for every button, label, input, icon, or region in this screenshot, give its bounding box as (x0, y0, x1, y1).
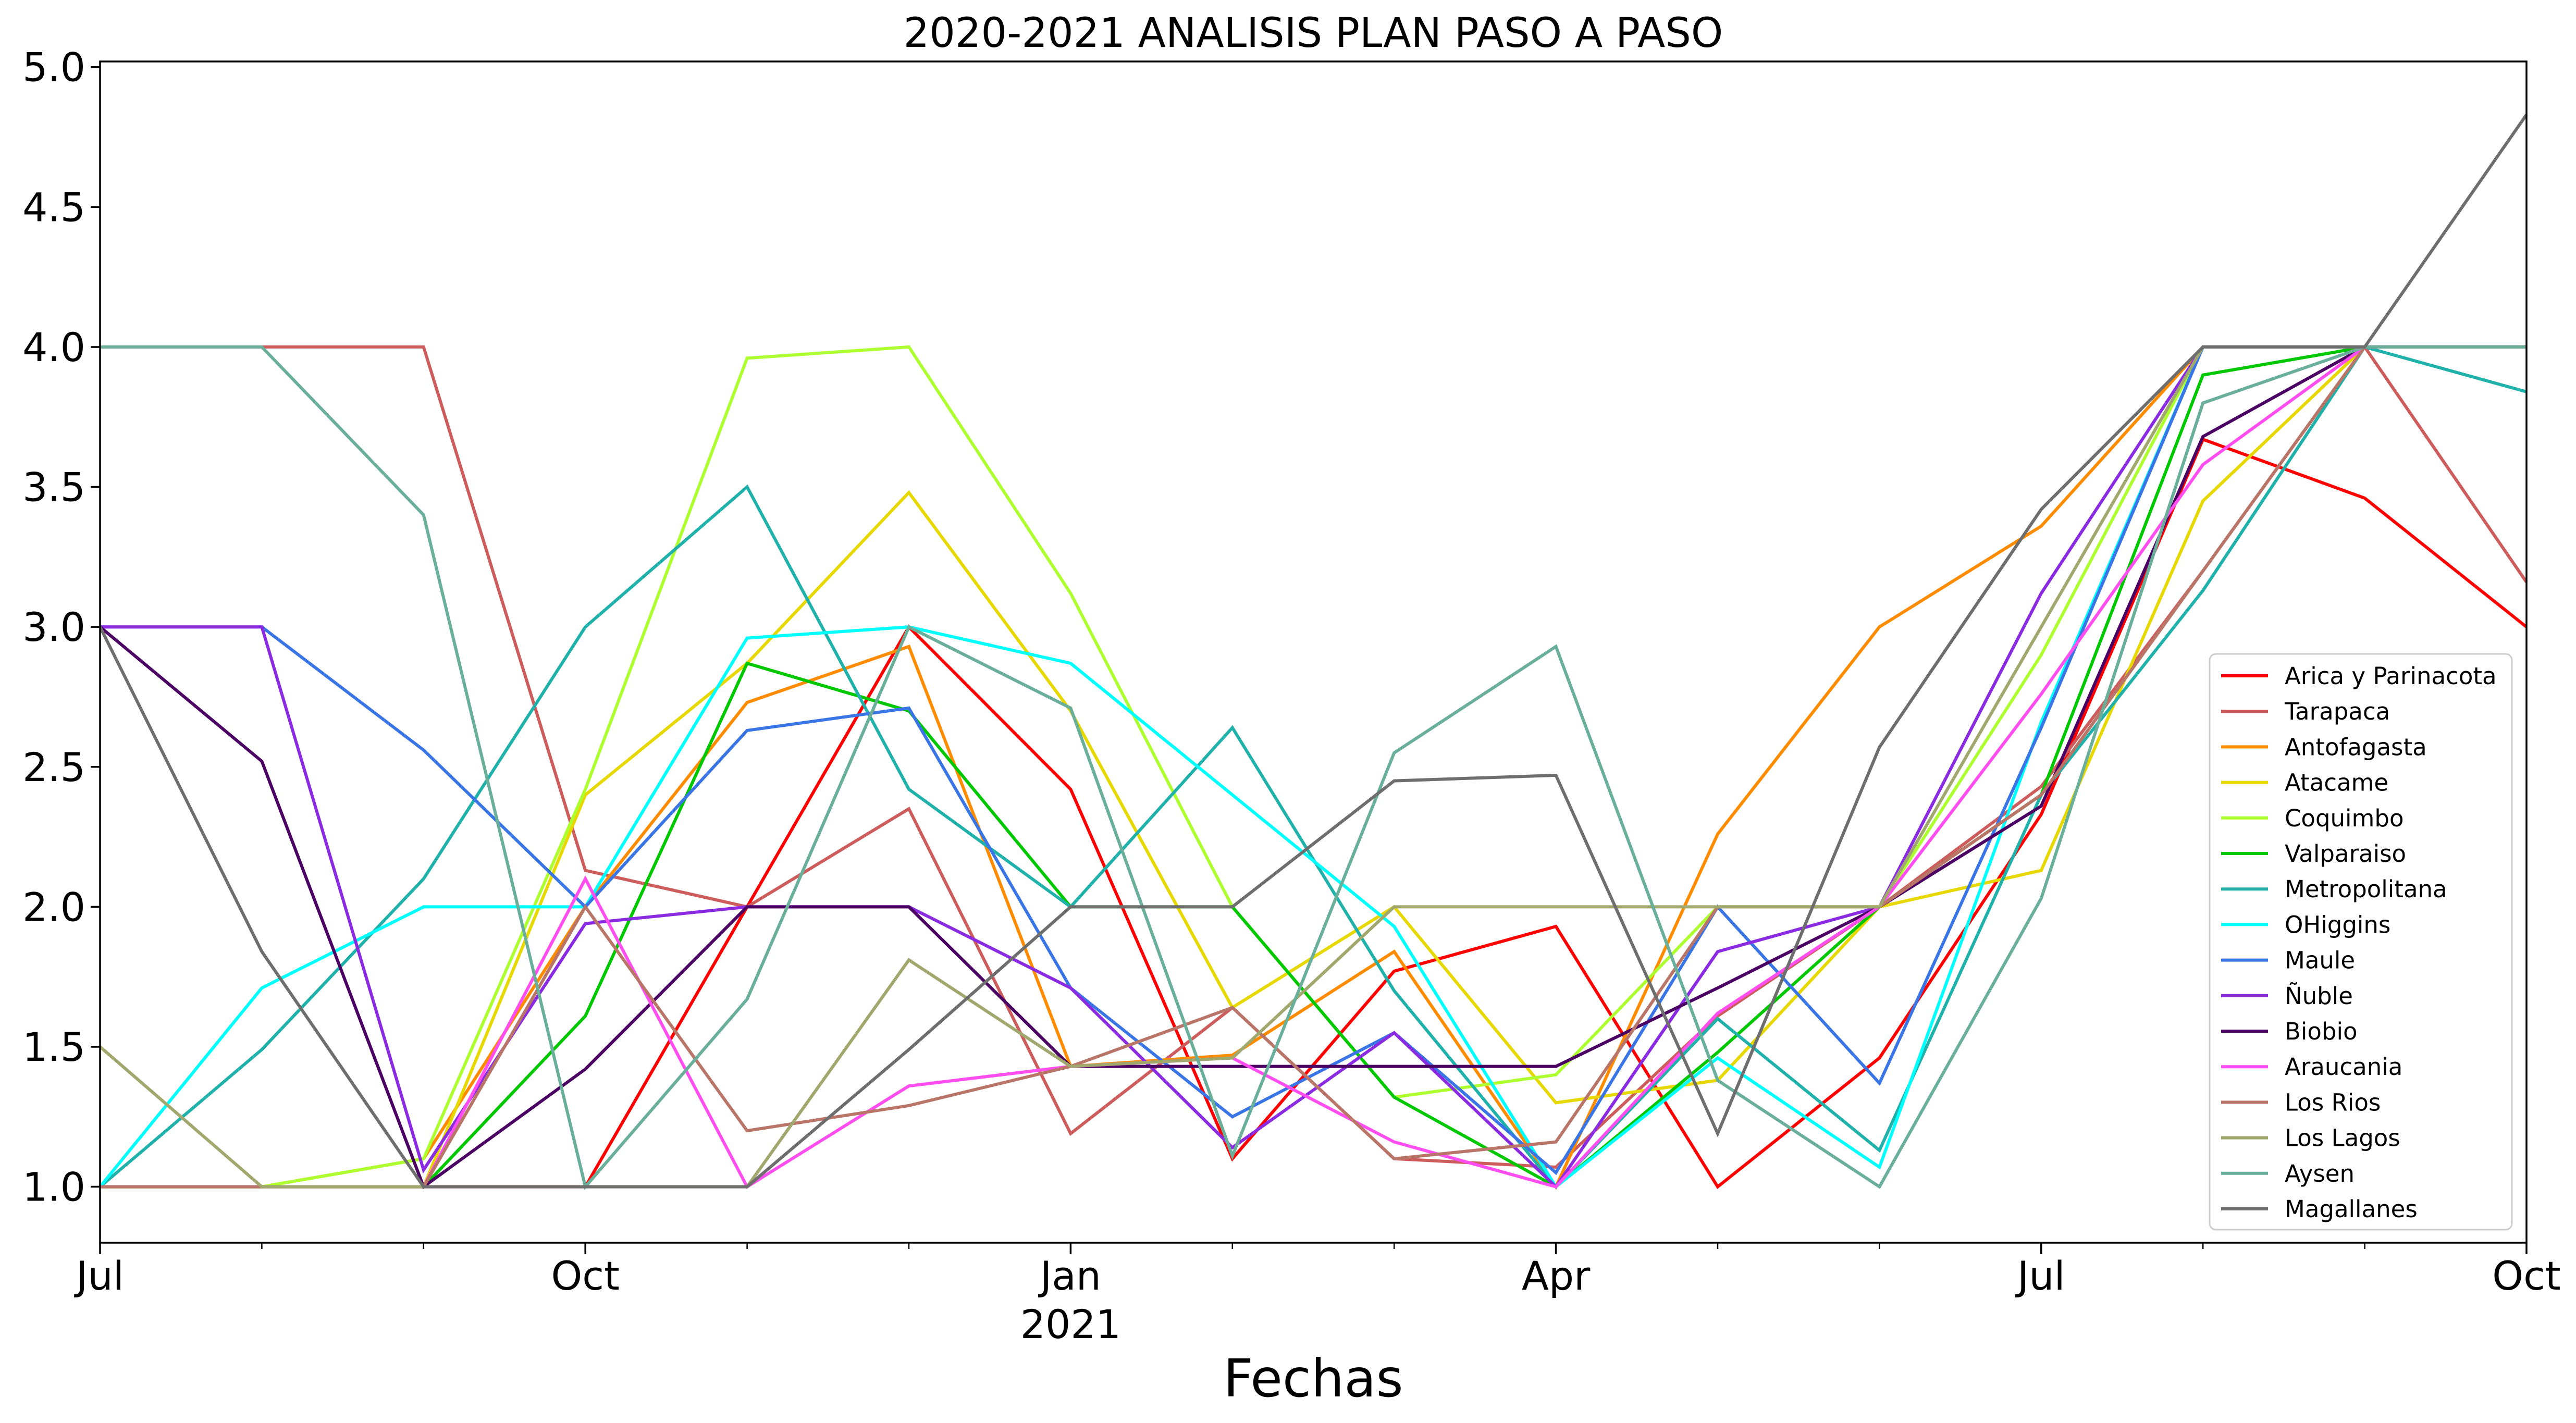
legend-item: Los Lagos (2221, 1124, 2400, 1152)
y-tick-label: 1.0 (22, 1164, 85, 1210)
series-line (99, 345, 2526, 1190)
legend: Arica y Parinacota Tarapaca Antofagasta Ata… (2209, 653, 2513, 1231)
series-line (100, 345, 2526, 1189)
y-tick-label: 4.5 (22, 184, 85, 230)
legend-item: Valparaiso (2221, 840, 2406, 868)
y-axis: 1.0 1.5 2.0 2.5 3.0 3.5 4.0 4.5 5.0 (22, 44, 100, 1210)
legend-item: Biobio (2221, 1018, 2358, 1045)
legend-label: Maule (2285, 947, 2355, 974)
legend-label: Atacame (2285, 769, 2388, 797)
series-layer (98, 114, 2528, 1190)
legend-label: Arica y Parinacota (2285, 662, 2497, 690)
legend-label: Ñuble (2285, 982, 2353, 1010)
legend-item: Metropolitana (2221, 875, 2447, 903)
legend-item: Tarapaca (2221, 698, 2390, 725)
legend-label: Tarapaca (2284, 698, 2390, 725)
legend-item: Maule (2221, 947, 2355, 974)
y-tick-label: 4.0 (22, 324, 85, 370)
x-tick-label: Apr (1522, 1253, 1591, 1299)
series-line (100, 345, 2526, 1189)
x-tick-label: Jan (1038, 1253, 1101, 1299)
y-tick-label: 3.5 (22, 464, 85, 511)
legend-item: Los Rios (2221, 1088, 2381, 1116)
legend-box (2209, 653, 2513, 1231)
legend-item: Antofagasta (2221, 733, 2427, 761)
x-tick-label: Jul (2015, 1253, 2065, 1299)
chart-title: 2020-2021 ANALISIS PLAN PASO A PASO (904, 10, 1723, 57)
legend-label: Los Lagos (2285, 1124, 2400, 1152)
legend-item: OHiggins (2221, 911, 2390, 938)
x-tick-year-label: 2021 (1020, 1301, 1121, 1347)
legend-item: Aysen (2221, 1160, 2355, 1187)
y-tick-label: 1.5 (22, 1024, 85, 1070)
x-tick-label: Oct (2492, 1253, 2560, 1299)
y-tick-label: 3.0 (22, 604, 85, 650)
y-tick-label: 2.5 (22, 744, 85, 790)
legend-item: Arica y Parinacota (2221, 662, 2497, 690)
series-line (100, 345, 2526, 1175)
legend-label: OHiggins (2285, 911, 2390, 938)
legend-label: Antofagasta (2285, 733, 2427, 761)
legend-label: Coquimbo (2285, 805, 2404, 832)
y-tick-label: 5.0 (22, 44, 85, 91)
legend-item: Coquimbo (2221, 805, 2404, 832)
legend-label: Metropolitana (2285, 875, 2447, 903)
y-tick-label: 2.0 (22, 884, 85, 930)
legend-item: Ñuble (2221, 982, 2353, 1010)
legend-item: Magallanes (2221, 1195, 2418, 1223)
legend-label: Aysen (2285, 1160, 2355, 1187)
legend-label: Valparaiso (2285, 840, 2406, 868)
legend-label: Biobio (2285, 1018, 2358, 1045)
series-line (100, 345, 2526, 1190)
x-tick-label: Oct (551, 1253, 619, 1299)
legend-label: Magallanes (2285, 1195, 2418, 1223)
x-tick-label: Jul (74, 1253, 124, 1299)
plot-frame (99, 60, 2528, 1244)
x-axis-label: Fechas (1223, 1348, 1403, 1409)
legend-label: Araucania (2285, 1053, 2402, 1081)
series-line (98, 114, 2528, 1189)
legend-item: Atacame (2221, 769, 2388, 797)
legend-label: Los Rios (2285, 1088, 2381, 1116)
legend-item: Araucania (2221, 1053, 2402, 1081)
series-line (100, 345, 2526, 1189)
